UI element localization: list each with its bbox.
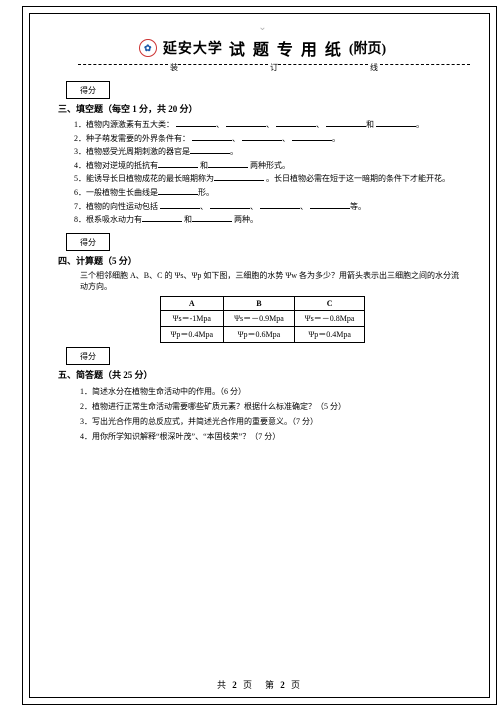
score-box-5: 得分 [66, 347, 110, 365]
fold-zhuang: 装 [170, 62, 178, 73]
section-4-intro: 三个相邻细胞 A、B、C 的 Ψs、Ψp 如下图，三细胞的水势 Ψw 各为多少？… [80, 270, 467, 292]
inner-frame: ⌄ ✿ 延安大学 试 题 专 用 纸 (附页) 装 订 线 得分 三、填空题（每… [29, 13, 490, 698]
fold-xian: 线 [370, 62, 378, 73]
doc-title: 试 题 专 用 纸 [229, 36, 343, 60]
q3-7: 7．植物的向性运动包括 、 、 、 等。 [74, 200, 467, 214]
school-logo: ✿ [139, 39, 157, 57]
score-box-3: 得分 [66, 81, 110, 99]
q3-8: 8．根系吸水动力有 和 两种。 [74, 213, 467, 227]
cell-b2: Ψp＝0.6Mpa [224, 326, 295, 342]
q3-5: 5．能诱导长日植物成花的最长暗期称为 。长日植物必需在短于这一暗期的条件下才能开… [74, 172, 467, 186]
q3-1: 1．植物内源激素有五大类： 、 、 、 和 。 [74, 118, 467, 132]
outer-frame: ⌄ ✿ 延安大学 试 题 专 用 纸 (附页) 装 订 线 得分 三、填空题（每… [22, 6, 497, 705]
doc-title-suffix: (附页) [349, 38, 386, 58]
prev-page-peek: ⌄ [58, 22, 467, 32]
page-header: ✿ 延安大学 试 题 专 用 纸 (附页) [58, 36, 467, 60]
fold-ding: 订 [270, 62, 278, 73]
section-5-title: 五、简答题（共 25 分） [58, 368, 467, 381]
page-footer: 共 2 页 第 2 页 [30, 678, 489, 691]
cell-b1: Ψs＝－0.9Mpa [224, 310, 295, 326]
abc-table: A B C Ψs＝-1Mpa Ψs＝－0.9Mpa Ψs＝－0.8Mpa Ψp＝… [160, 296, 366, 343]
q5-2: 2．植物进行正常生命活动需要哪些矿质元素？根据什么标准确定？（5 分） [80, 399, 467, 414]
col-a: A [160, 296, 224, 310]
section-3-title: 三、填空题（每空 1 分，共 20 分） [58, 102, 467, 115]
fold-line-row: 装 订 线 [58, 62, 467, 73]
school-name: 延安大学 [163, 38, 223, 58]
section-3-questions: 1．植物内源激素有五大类： 、 、 、 和 。 2．种子萌发需要的外界条件有： … [74, 118, 467, 227]
col-c: C [294, 296, 365, 310]
q3-4: 4．植物对逆境的抵抗有 和 两种形式。 [74, 159, 467, 173]
cell-a1: Ψs＝-1Mpa [160, 310, 224, 326]
col-b: B [224, 296, 295, 310]
section-5-questions: 1．简述水分在植物生命活动中的作用。（6 分） 2．植物进行正常生命活动需要哪些… [80, 384, 467, 445]
q3-6: 6．一般植物生长曲线是形。 [74, 186, 467, 200]
cell-c2: Ψp＝0.4Mpa [294, 326, 365, 342]
q5-3: 3．写出光合作用的总反应式，并简述光合作用的重要意义。（7 分） [80, 414, 467, 429]
q5-4: 4．用你所学知识解释“根深叶茂”、“本固枝荣”？（7 分） [80, 429, 467, 444]
q3-3: 3．植物感受光周期刺激的器官是。 [74, 145, 467, 159]
cell-c1: Ψs＝－0.8Mpa [294, 310, 365, 326]
section-4-title: 四、计算题（5 分） [58, 254, 467, 267]
score-box-4: 得分 [66, 233, 110, 251]
q3-2: 2．种子萌发需要的外界条件有： 、 、 。 [74, 132, 467, 146]
cell-a2: Ψp＝0.4Mpa [160, 326, 224, 342]
q5-1: 1．简述水分在植物生命活动中的作用。（6 分） [80, 384, 467, 399]
